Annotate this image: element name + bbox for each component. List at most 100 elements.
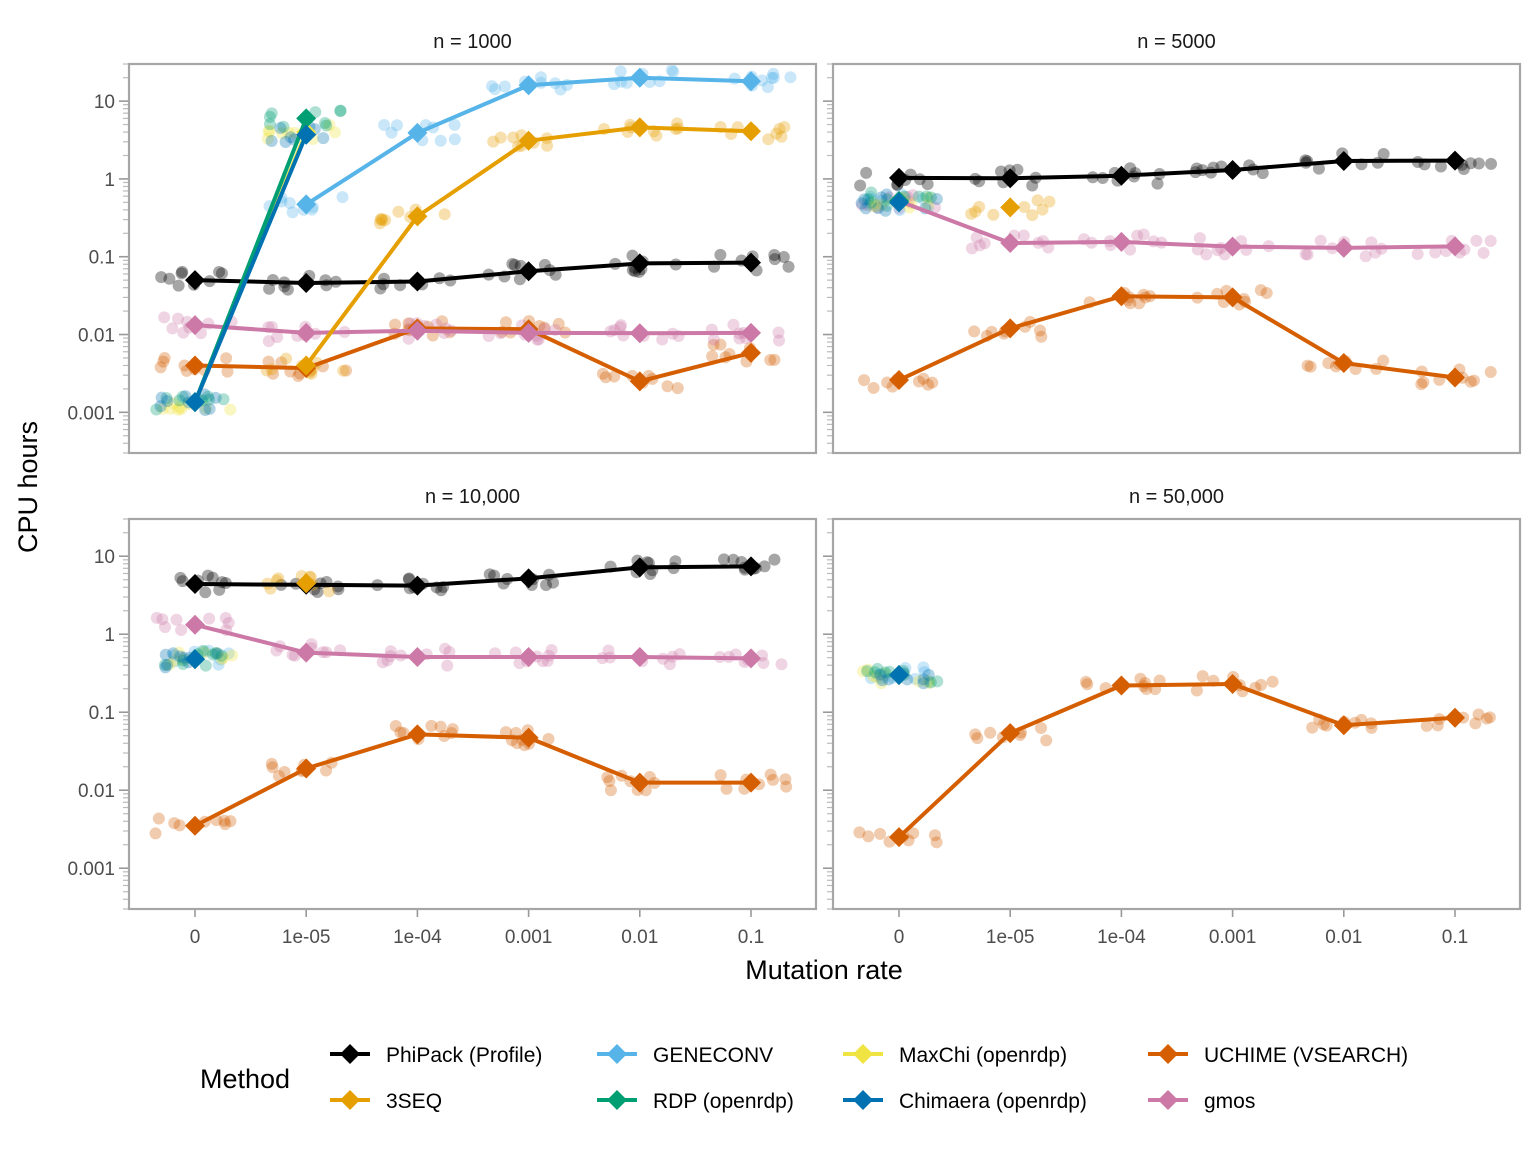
panel-1-3seq-point	[376, 214, 389, 227]
panel-1-chimaera-openrdp-marker	[296, 124, 317, 145]
panel-3-uchime-vsearch-marker	[518, 727, 539, 748]
panel-3-phipack-profile-marker	[407, 575, 428, 596]
panel-1-geneconv-point	[385, 126, 398, 139]
panel-1-phipack-profile-point	[714, 248, 727, 261]
panel-2-phipack-profile-points	[854, 147, 1498, 192]
panel-1-uchime-vsearch-marker	[629, 371, 650, 392]
legend-label: MaxChi (openrdp)	[899, 1044, 1067, 1067]
panel-4-geneconv-point	[875, 672, 888, 685]
panel-1-geneconv-point	[767, 71, 780, 84]
panel-3-gmos-marker	[741, 648, 761, 669]
panel-1-uchime-vsearch-point	[661, 380, 674, 393]
panel-3-y-tick-label: 0.001	[67, 859, 115, 880]
panel-3-uchime-vsearch-point	[320, 764, 333, 777]
panel-3-phipack-profile-marker	[741, 556, 761, 577]
panel-1-uchime-vsearch-point	[178, 359, 191, 372]
panel-4-uchime-vsearch-point	[1040, 734, 1053, 747]
panel-3-uchime-vsearch-point	[219, 818, 232, 831]
panel-3-gmos-point	[159, 620, 172, 633]
panel-1-geneconv-point	[390, 119, 403, 132]
panel-3-chimaera-openrdp-marker	[185, 649, 205, 670]
panel-1-phipack-profile-point	[768, 253, 781, 266]
panel-2-3seq-point	[973, 200, 986, 213]
panel-2-uchime-vsearch-point	[922, 378, 935, 391]
panel-2-gmos-point	[1299, 248, 1312, 261]
panel-2-gmos-point	[1369, 246, 1382, 259]
panel-2-3seq-point	[965, 207, 978, 220]
panel-3-3seq-marker	[296, 573, 317, 594]
panel-3-chimaera-openrdp-point	[159, 648, 172, 661]
panel-1-uchime-vsearch-point	[608, 370, 621, 383]
panel-4-rdp-openrdp-point	[871, 662, 884, 675]
panel-3-uchime-vsearch-point	[173, 819, 186, 832]
panel-1-uchime-vsearch-point	[436, 315, 449, 328]
panel-2-3seq-points	[965, 194, 1056, 222]
panel-1-geneconv-point	[488, 83, 501, 96]
panel-2-3seq-point	[1036, 203, 1049, 216]
legend-key-marker	[1158, 1044, 1178, 1064]
panel-3-maxchi-openrdp-point	[210, 647, 223, 660]
panel-4-uchime-vsearch-point	[1080, 675, 1093, 688]
panel-4-uchime-vsearch-marker	[1000, 723, 1021, 744]
panel-1: n = 1000 0.001 0.01 0.1 1 10	[67, 31, 818, 455]
panel-3-phipack-profile-point	[201, 569, 214, 582]
panel-4-maxchi-openrdp-points	[857, 663, 935, 690]
panel-1-3seq-point	[770, 127, 783, 140]
panel-1-maxchi-openrdp-point	[172, 403, 185, 416]
panel-2-gmos-point	[1477, 246, 1490, 259]
panel-2-rdp-openrdp-point	[864, 196, 877, 209]
panel-1-phipack-profile-point	[513, 273, 526, 286]
panel-3-uchime-vsearch-point	[152, 812, 165, 825]
panel-3-chimaera-openrdp-point	[160, 658, 173, 671]
legend-label: gmos	[1204, 1090, 1255, 1113]
panel-4-x-tick-label: 0	[894, 927, 905, 948]
panel-3-rdp-openrdp-points	[158, 644, 228, 672]
panel-1-phipack-profile-point	[768, 248, 781, 261]
panel-3-phipack-profile-point	[435, 584, 448, 597]
legend-label: GENECONV	[653, 1044, 773, 1067]
legend-label: 3SEQ	[386, 1090, 442, 1113]
panel-3-uchime-vsearch-point	[764, 768, 777, 781]
panel-1-rdp-openrdp-point	[203, 393, 216, 406]
panel-2-uchime-vsearch-line	[898, 294, 1456, 382]
panel-3-maxchi-openrdp-point	[226, 649, 239, 662]
panel-3-uchime-vsearch-point	[601, 771, 614, 784]
panel-3-uchime-vsearch-series	[185, 724, 761, 836]
panel-4-x-tick-label: 0.01	[1325, 927, 1362, 948]
panel-2-gmos-marker	[1333, 237, 1354, 258]
panel-3-maxchi-openrdp-point	[177, 653, 190, 666]
panel-2-gmos-line	[898, 199, 1456, 250]
panel-3-chimaera-openrdp-point	[174, 650, 187, 663]
panel-1-3seq-marker	[518, 130, 539, 151]
panel-1-rdp-openrdp-point	[263, 110, 276, 123]
panel-1-chimaera-openrdp-marker	[185, 392, 205, 413]
panel-1-chimaera-openrdp-point	[317, 132, 330, 145]
panel-1-phipack-profile-line	[194, 260, 752, 285]
panel-3-uchime-vsearch-point	[542, 733, 555, 746]
panel-4-chimaera-openrdp-point	[876, 674, 889, 687]
panel-2-chimaera-openrdp-points	[855, 188, 943, 217]
panel-4-uchime-vsearch-point	[1266, 675, 1279, 688]
panel-3-uchime-vsearch-point	[224, 815, 237, 828]
panel-3-chimaera-openrdp-point	[159, 661, 172, 674]
panel-4-chimaera-openrdp-point	[917, 673, 930, 686]
panel-2-uchime-vsearch-point	[1260, 286, 1273, 299]
panel-2-uchime-vsearch-point	[1304, 360, 1317, 373]
panel-3-phipack-profile-point	[644, 568, 657, 581]
panel-3-gmos-point	[602, 644, 615, 657]
panel-2-phipack-profile-point	[1151, 177, 1164, 190]
panel-1-phipack-profile-point	[374, 282, 387, 295]
panel-1-gmos-point	[733, 332, 746, 345]
panel-4-uchime-vsearch-marker	[889, 827, 909, 848]
panel-2-maxchi-openrdp-point	[868, 197, 881, 210]
panel-1-chimaera-openrdp-series	[185, 124, 317, 413]
panel-1-gmos-point	[172, 312, 185, 325]
panel-2-gmos-point	[862, 199, 875, 212]
panel-2-gmos-marker	[1111, 231, 1132, 252]
panel-1-gmos-marker	[185, 315, 205, 336]
panel-3-gmos-point	[156, 613, 169, 626]
panel-1-rdp-openrdp-marker	[296, 108, 317, 129]
legend-label: Chimaera (openrdp)	[899, 1090, 1087, 1113]
panel-3-phipack-profile-marker	[629, 557, 650, 578]
panel-1-gmos-point	[271, 331, 284, 344]
